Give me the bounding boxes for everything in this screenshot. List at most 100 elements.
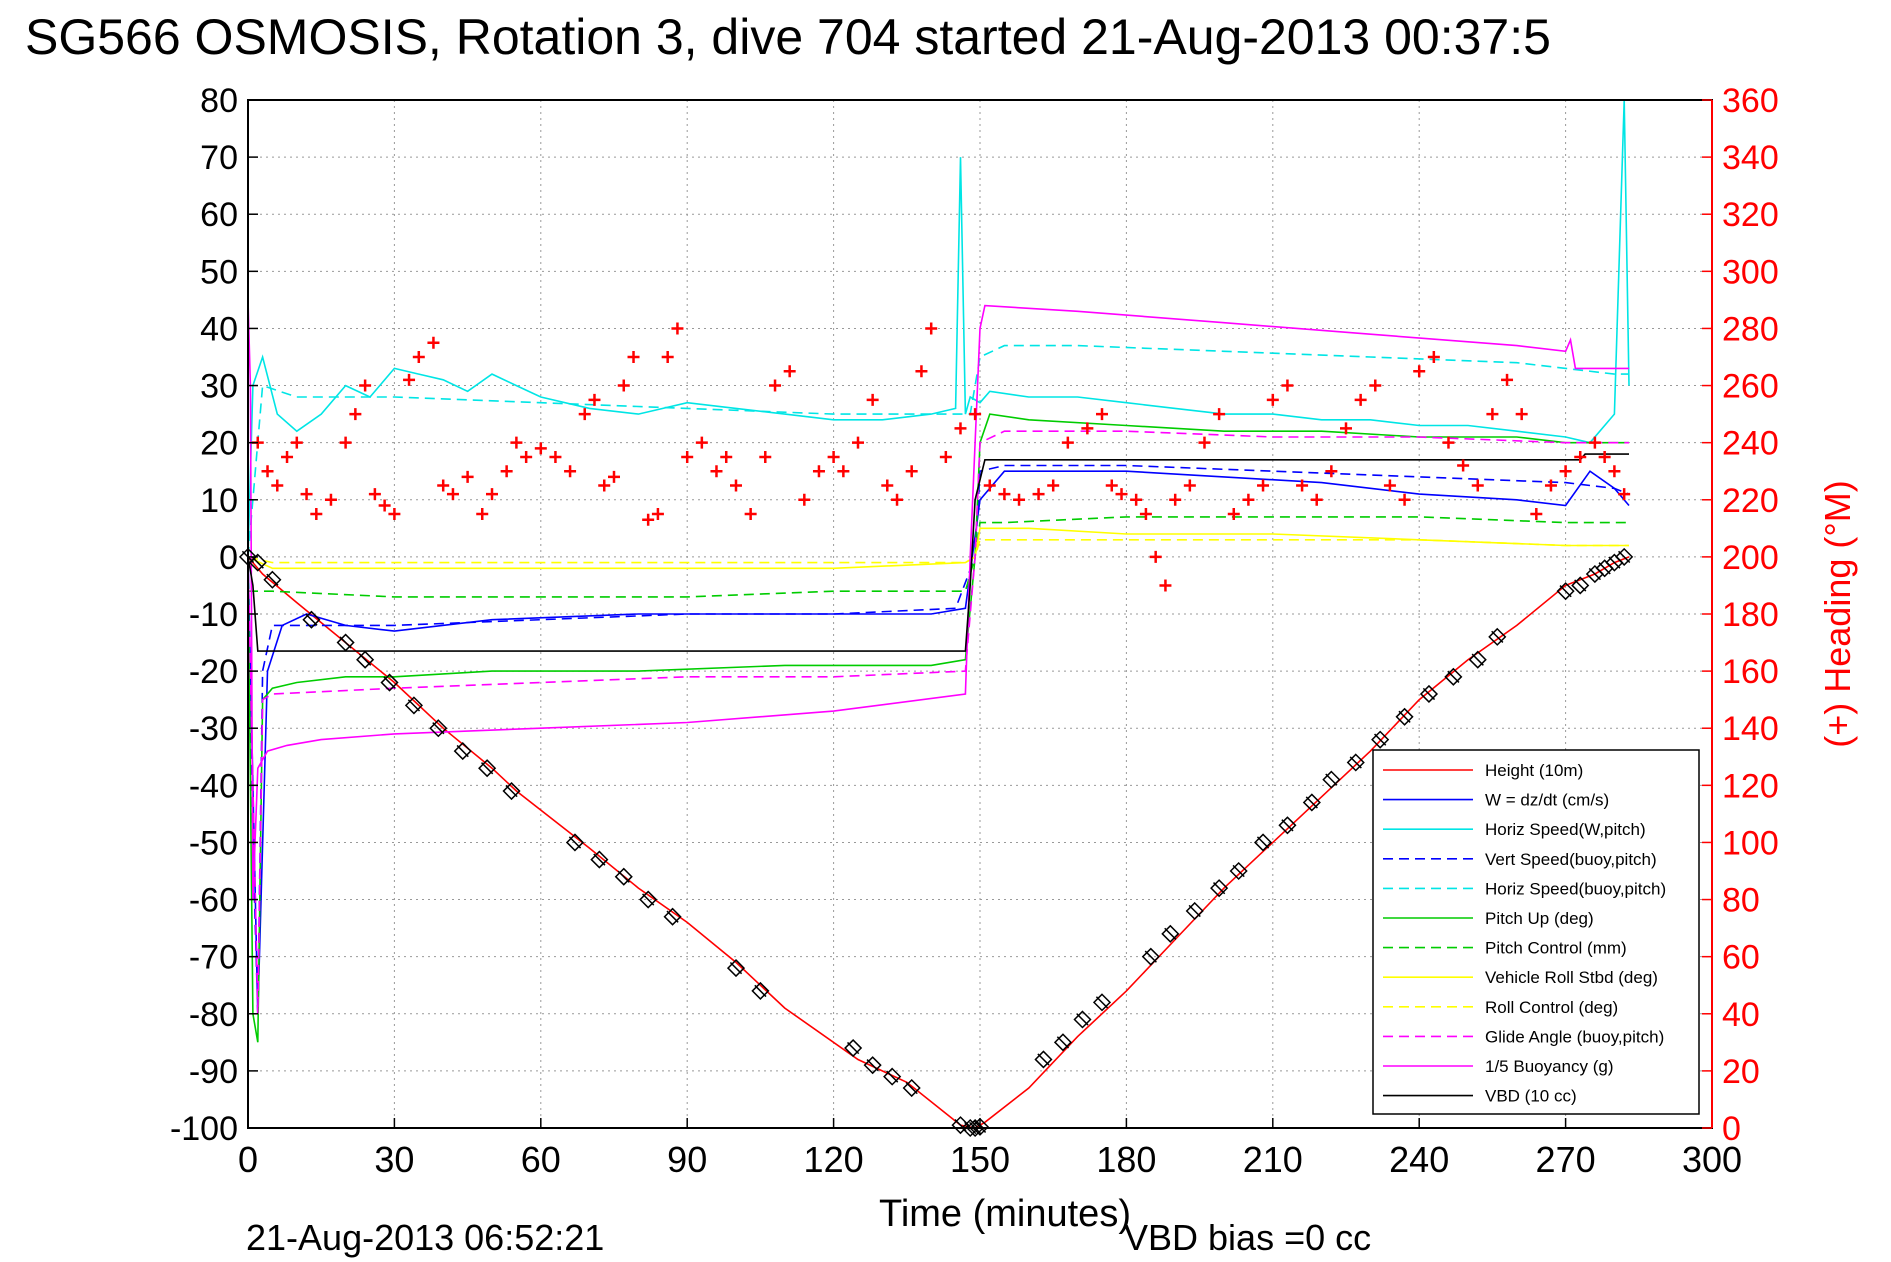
x-tick-label: 60 (521, 1139, 561, 1180)
heading-point (881, 479, 894, 492)
heading-point (998, 488, 1011, 501)
heading-point (1413, 365, 1426, 378)
y-tick-label: 70 (200, 139, 238, 177)
legend: Height (10m) W = dz/dt (cm/s) Horiz Speed(… (1372, 749, 1700, 1115)
x-tick-label: 150 (950, 1139, 1010, 1180)
heading-point (954, 422, 967, 435)
heading-point (486, 488, 498, 501)
chart-title: SG566 OSMOSIS, Rotation 3, dive 704 star… (25, 9, 1551, 65)
heading-point (412, 351, 425, 363)
heading-point (1198, 436, 1211, 449)
y2-tick-label: 40 (1722, 996, 1760, 1034)
heading-point (681, 450, 694, 463)
heading-point (983, 479, 996, 492)
heading-point (812, 465, 825, 478)
depth-marker (1322, 770, 1341, 789)
heading-point (1169, 493, 1182, 506)
heading-point (290, 436, 303, 449)
y-tick-label: -90 (189, 1053, 238, 1091)
depth-marker (1161, 924, 1180, 943)
y2-tick-label: 220 (1722, 482, 1779, 520)
depth-marker (1444, 667, 1463, 686)
x-tick-label: 30 (374, 1139, 414, 1180)
heading-point (915, 365, 928, 378)
y-tick-label: -70 (189, 939, 238, 977)
depth-marker (565, 833, 585, 852)
heading-point (1427, 351, 1440, 363)
depth-marker (1185, 901, 1204, 921)
heading-point (378, 499, 391, 512)
y-tick-label: 20 (200, 425, 238, 463)
heading-point (1544, 479, 1557, 492)
y2-tick-label: 140 (1722, 710, 1779, 748)
depth-marker (404, 696, 423, 715)
y2-tick-label: 320 (1722, 196, 1779, 234)
heading-point (476, 508, 489, 521)
depth-marker (1371, 730, 1390, 749)
y-tick-label: 80 (200, 82, 238, 120)
heading-point (720, 450, 733, 463)
heading-point (617, 379, 630, 392)
heading-point (578, 408, 591, 421)
heading-point (1598, 450, 1611, 463)
y2-tick-label: 360 (1722, 82, 1779, 120)
depth-marker (614, 867, 633, 886)
y2-tick-label: 340 (1722, 139, 1779, 177)
footer-date: 21-Aug-2013 06:52:21 (246, 1217, 604, 1258)
heading-point (925, 322, 938, 335)
y2-tick-label: 0 (1722, 1110, 1741, 1148)
heading-point (1257, 479, 1270, 492)
x-tick-label: 120 (804, 1139, 864, 1180)
legend-label: Horiz Speed(buoy,pitch) (1485, 879, 1666, 898)
y2-tick-label: 120 (1722, 767, 1779, 805)
heading-point (837, 465, 850, 478)
heading-point (661, 351, 674, 363)
heading-point (564, 465, 577, 478)
heading-point (1340, 422, 1352, 435)
heading-point (1296, 479, 1309, 492)
depth-marker (1346, 753, 1365, 772)
heading-point (671, 322, 684, 335)
heading-point (1574, 450, 1587, 463)
x-tick-label: 240 (1389, 1139, 1449, 1180)
depth-marker (263, 570, 282, 589)
y-tick-label: 10 (200, 482, 238, 520)
heading-point (1130, 493, 1143, 506)
depth-marker (1278, 816, 1297, 835)
x-tick-label: 270 (1536, 1139, 1596, 1180)
series-line-3 (247, 464, 1630, 1014)
x-tick-label: 90 (667, 1139, 707, 1180)
depth-marker (1073, 1010, 1092, 1029)
heading-point (1559, 465, 1572, 478)
heading-point (1310, 493, 1323, 506)
legend-label: VBD (10 cc) (1485, 1087, 1577, 1106)
heading-point (403, 373, 416, 386)
heading-point (866, 393, 879, 406)
depth-marker (751, 981, 770, 1000)
footer-vbd-bias: VBD bias =0 cc (1124, 1217, 1371, 1258)
heading-point (446, 488, 459, 501)
legend-label: 1/5 Buoyancy (g) (1485, 1057, 1614, 1076)
heading-point (1159, 579, 1172, 592)
heading-point (827, 450, 840, 463)
depth-marker (863, 1056, 882, 1075)
heading-point (588, 393, 601, 406)
depth-marker (356, 650, 375, 669)
y-tick-label: -80 (189, 996, 238, 1034)
heading-point (1096, 408, 1108, 421)
axes: 0 30 60 90 120 150 180 210 240 270 300-100-90-80-7… (170, 82, 1779, 1180)
depth-marker (429, 719, 448, 738)
legend-label: Height (10m) (1485, 761, 1583, 780)
depth-marker (1053, 1033, 1073, 1052)
heading-point (1081, 422, 1094, 435)
legend-label: Pitch Control (mm) (1485, 939, 1627, 958)
heading-point (651, 508, 664, 521)
depth-marker (1419, 684, 1439, 704)
series-line-9 (247, 430, 1629, 1014)
depth-marker (380, 673, 399, 692)
depth-marker (1615, 547, 1634, 566)
heading-point (368, 488, 381, 501)
x-tick-label: 180 (1096, 1139, 1156, 1180)
heading-point (730, 479, 742, 492)
